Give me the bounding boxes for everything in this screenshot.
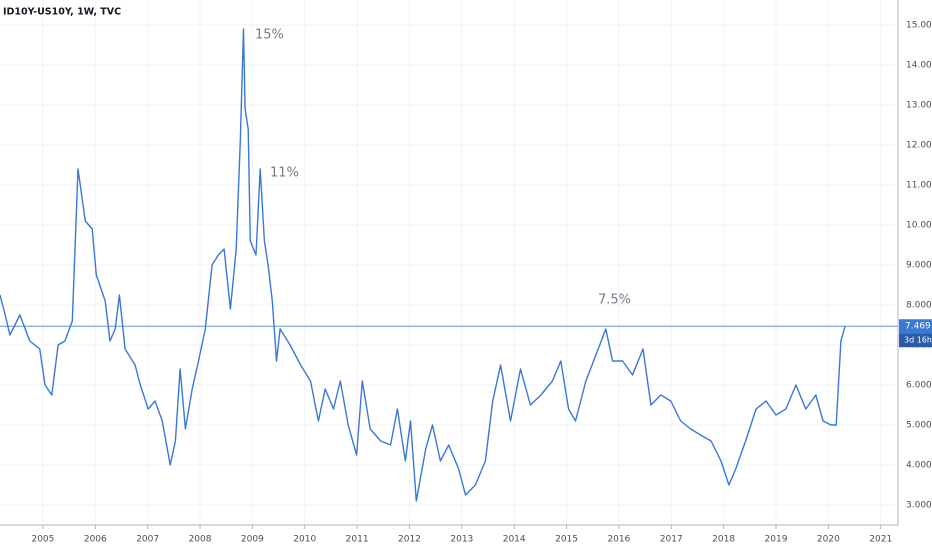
- x-tick-label: 2019: [765, 535, 788, 545]
- y-tick-label: 4.000: [906, 461, 932, 471]
- y-tick-label: 13.000: [906, 101, 932, 111]
- x-tick-label: 2015: [555, 535, 578, 545]
- last-price-label: 7.469: [905, 322, 931, 332]
- annotation: 7.5%: [598, 293, 631, 308]
- price-line: [0, 28, 846, 502]
- x-tick-label: 2013: [450, 535, 473, 545]
- y-tick-label: 12.000: [906, 141, 932, 151]
- x-tick-label: 2017: [660, 535, 683, 545]
- y-tick-label: 11.000: [906, 181, 932, 191]
- x-tick-label: 2018: [712, 535, 735, 545]
- y-tick-label: 5.000: [906, 421, 932, 431]
- x-tick-label: 2021: [869, 535, 892, 545]
- y-tick-label: 14.000: [906, 61, 932, 71]
- countdown-label: 3d 16h: [904, 336, 932, 345]
- x-tick-label: 2020: [817, 535, 840, 545]
- x-tick-label: 2016: [607, 535, 630, 545]
- x-tick-label: 2007: [136, 535, 159, 545]
- last-price-box: [899, 319, 932, 334]
- x-tick-label: 2010: [293, 535, 316, 545]
- x-tick-label: 2012: [398, 535, 421, 545]
- x-tick-label: 2014: [503, 535, 526, 545]
- countdown-box: [899, 333, 932, 348]
- y-tick-label: 6.000: [906, 381, 932, 391]
- grid: [0, 0, 898, 525]
- y-tick-label: 8.000: [906, 301, 932, 311]
- x-tick-label: 2008: [189, 535, 212, 545]
- y-tick-label: 10.000: [906, 221, 932, 231]
- y-tick-label: 9.000: [906, 261, 932, 271]
- x-tick-label: 2006: [84, 535, 107, 545]
- chart-title: ID10Y-US10Y, 1W, TVC: [3, 7, 121, 18]
- y-tick-label: 3.000: [906, 501, 932, 511]
- annotation: 15%: [255, 28, 284, 43]
- x-tick-label: 2005: [31, 535, 54, 545]
- annotation: 11%: [270, 166, 299, 181]
- x-tick-label: 2009: [241, 535, 264, 545]
- y-tick-label: 15.000: [906, 21, 932, 31]
- x-tick-label: 2011: [346, 535, 369, 545]
